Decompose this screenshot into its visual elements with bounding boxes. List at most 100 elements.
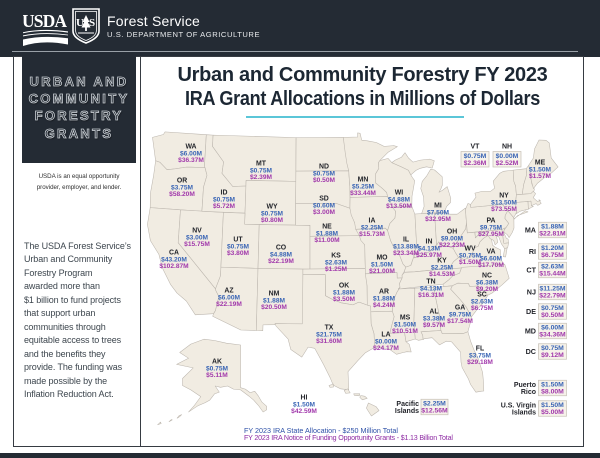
state-code: DC <box>526 347 536 356</box>
nofo-grant-value: $36.37M <box>178 157 204 164</box>
state-allocation-value: $4.88M <box>270 251 293 258</box>
nofo-grant-value: $11.00M <box>314 237 340 244</box>
state-label-DE: DE $0.75M$0.50M <box>526 303 567 320</box>
state-label-KS: KS$2.63M$1.25M <box>325 252 348 273</box>
state-allocation-value: $1.88M <box>333 289 356 296</box>
state-allocation-value: $9.75M <box>480 224 503 231</box>
bottom-bar <box>0 453 600 458</box>
nofo-grant-value: $32.95M <box>425 216 451 223</box>
state-code: ND <box>319 163 329 170</box>
state-allocation-value: $3.75M <box>171 184 194 191</box>
state-code: MD <box>525 326 536 335</box>
state-label-WY: WY$0.75M$0.80M <box>261 203 284 224</box>
value-box <box>538 243 567 260</box>
nofo-grant-value: $1.57M <box>529 173 552 180</box>
state-allocation-value: $0.00M <box>496 153 519 160</box>
nofo-grant-value: $23.34M <box>393 250 419 257</box>
state-allocation-value: $2.25M <box>423 401 446 408</box>
value-box <box>538 261 567 279</box>
state-label-OR: OR$3.75M$58.20M <box>169 177 195 198</box>
state-code: Puerto <box>514 382 536 389</box>
state-shape-WI <box>375 158 415 208</box>
state-label-IL: IL$13.88M$23.34M <box>393 236 419 257</box>
nofo-grant-value: $5.00M <box>541 409 564 416</box>
nofo-grant-value: $5.72M <box>213 203 236 210</box>
state-allocation-value: $3.38M <box>423 315 446 322</box>
program-badge: URBAN AND COMMUNITY FORESTRY GRANTS <box>22 56 136 163</box>
state-label-WA: WA$6.00M$36.37M <box>178 143 204 164</box>
state-shape-MI <box>391 152 452 214</box>
state-label-NM: NM$1.88M$20.50M <box>261 290 287 311</box>
nofo-grant-value: $15.75M <box>184 241 210 248</box>
usda-wordmark: USDA <box>23 11 67 31</box>
nofo-grant-value: $0.80M <box>261 217 284 224</box>
state-code: MO <box>376 254 388 261</box>
program-badge-line: FORESTRY <box>34 108 124 124</box>
nofo-grant-value: $29.18M <box>467 359 493 366</box>
state-label-CA: CA$43.20M$102.87M <box>159 249 189 270</box>
state-label-VT: VT $0.75M$2.36M <box>460 143 490 168</box>
state-allocation-value: $6.00M <box>541 325 564 332</box>
nofo-grant-value: $6.75M <box>541 252 564 259</box>
value-box <box>538 303 567 320</box>
nofo-grant-value: $1.50M <box>459 259 482 266</box>
nofo-grant-value: $5.11M <box>206 372 228 379</box>
nofo-grant-value: $17.54M <box>447 318 473 325</box>
legend-state-allocation: FY 2023 IRA State Allocation - $250 Mill… <box>244 425 398 435</box>
state-code: VA <box>486 248 495 255</box>
program-description-line: provide. The funding was <box>24 362 122 373</box>
state-shape-HI <box>328 383 380 417</box>
state-label-ME: ME$1.50M$1.57M <box>529 159 552 180</box>
state-code: DE <box>526 307 536 316</box>
state-label-Puerto Rico: PuertoRico $1.50M$8.00M <box>514 379 567 396</box>
nofo-grant-value: $1.25M <box>325 266 348 273</box>
program-description-line: Urban and Community <box>24 254 113 265</box>
state-label-MT: MT$0.75M$2.39M <box>250 160 273 181</box>
program-description-line: $1 billion to fund projects <box>24 294 121 305</box>
usda-logo: USDA <box>23 11 68 46</box>
program-description-line: communities through <box>24 321 106 332</box>
nofo-grant-value: $12.56M <box>421 408 448 415</box>
nofo-grant-value: $22.19M <box>216 301 242 308</box>
program-description-line: Forestry Program <box>24 267 93 278</box>
state-code: FL <box>476 345 484 352</box>
state-code: Islands <box>512 410 536 417</box>
nofo-grant-value: $6.75M <box>471 305 494 312</box>
state-allocation-value: $1.50M <box>394 321 417 328</box>
state-allocation-value: $1.50M <box>541 402 564 409</box>
state-allocation-value: $1.88M <box>541 224 564 231</box>
state-allocation-value: $0.60M <box>313 202 336 209</box>
state-label-HI: HI$1.50M$42.59M <box>291 394 317 415</box>
nofo-grant-value: $9.12M <box>541 352 564 359</box>
state-label-UT: UT$0.75M$3.80M <box>227 236 250 257</box>
shield-letter-u: U <box>76 17 84 29</box>
state-allocation-value: $2.63M <box>471 298 494 305</box>
state-code: Islands <box>395 408 419 415</box>
state-code: ID <box>221 189 228 196</box>
sidebar-divider <box>140 56 142 447</box>
nofo-grant-value: $22.79M <box>539 293 566 300</box>
state-shape-MA <box>515 191 542 206</box>
state-code: KS <box>331 252 341 259</box>
state-allocation-value: $4.88M <box>388 196 411 203</box>
state-label-OK: OK$1.88M$3.50M <box>333 282 356 303</box>
nofo-grant-value: $22.81M <box>539 231 566 238</box>
state-allocation-value: $0.75M <box>464 153 487 160</box>
state-label-KY: KY$2.25M$14.53M <box>429 257 455 278</box>
state-allocation-value: $2.25M <box>431 264 454 271</box>
state-allocation-value: $0.75M <box>261 210 284 217</box>
state-allocation-value: $9.75M <box>449 311 472 318</box>
state-label-MD: MD $6.00M$34.36M <box>525 322 567 340</box>
program-description-line: Inflation Reduction Act. <box>24 388 114 399</box>
state-code: NH <box>502 143 512 150</box>
state-label-CO: CO$4.88M$22.19M <box>268 244 294 265</box>
state-label-TN: TN$4.13M$16.31M <box>418 278 444 299</box>
state-label-PA: PA$9.75M$27.95M <box>478 217 504 238</box>
nofo-grant-value: $13.50M <box>386 203 412 210</box>
state-label-WV: WV$0.75M$1.50M <box>459 245 482 266</box>
state-code: MA <box>525 225 536 234</box>
department-name: U.S. DEPARTMENT OF AGRICULTURE <box>107 30 261 39</box>
state-allocation-value: $5.25M <box>352 183 375 190</box>
state-label-NH: NH $0.00M$2.52M <box>492 143 522 168</box>
